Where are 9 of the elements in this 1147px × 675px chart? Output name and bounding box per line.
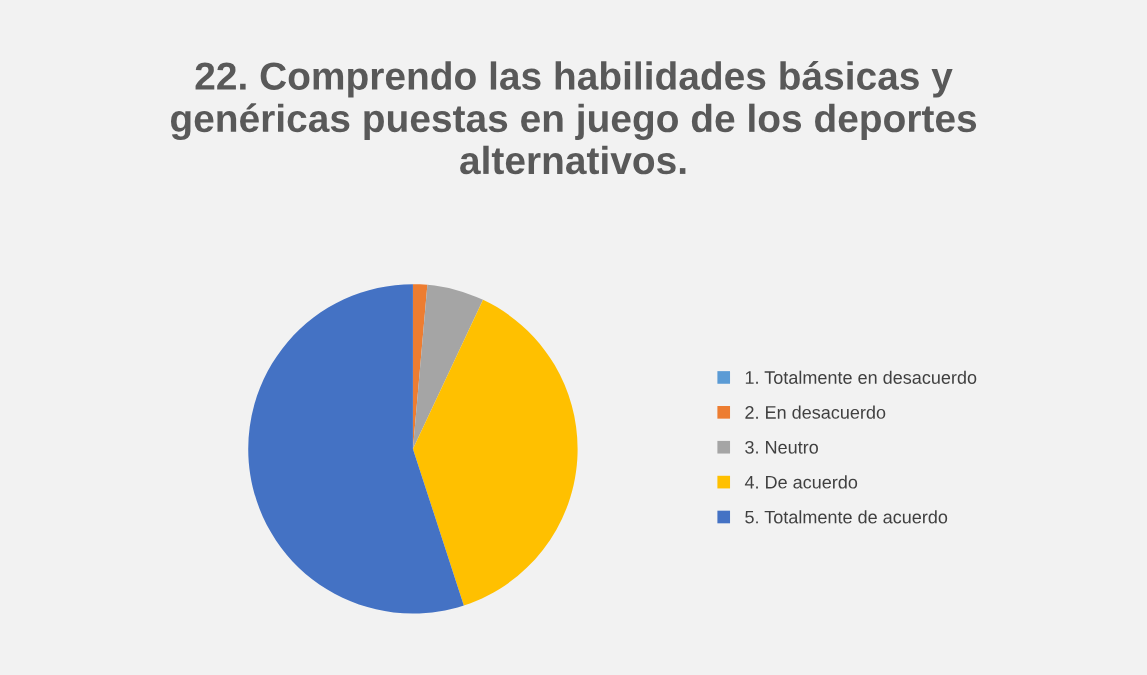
legend-label: 5. Totalmente de acuerdo	[745, 510, 948, 524]
pie-slice	[412, 284, 484, 449]
legend-label: 1. Totalmente en desacuerdo	[745, 370, 977, 384]
legend-label: 3. Neutro	[745, 440, 818, 454]
legend-label: 2. En desacuerdo	[745, 405, 886, 419]
legend-label: 4. De acuerdo	[744, 475, 858, 489]
chart-title: 22. Comprendo las habilidades básicas y genéricas puestas en juego de los deportes alternativos.	[171, 61, 977, 175]
pie-slice	[412, 299, 578, 606]
pie-slice	[248, 284, 464, 614]
